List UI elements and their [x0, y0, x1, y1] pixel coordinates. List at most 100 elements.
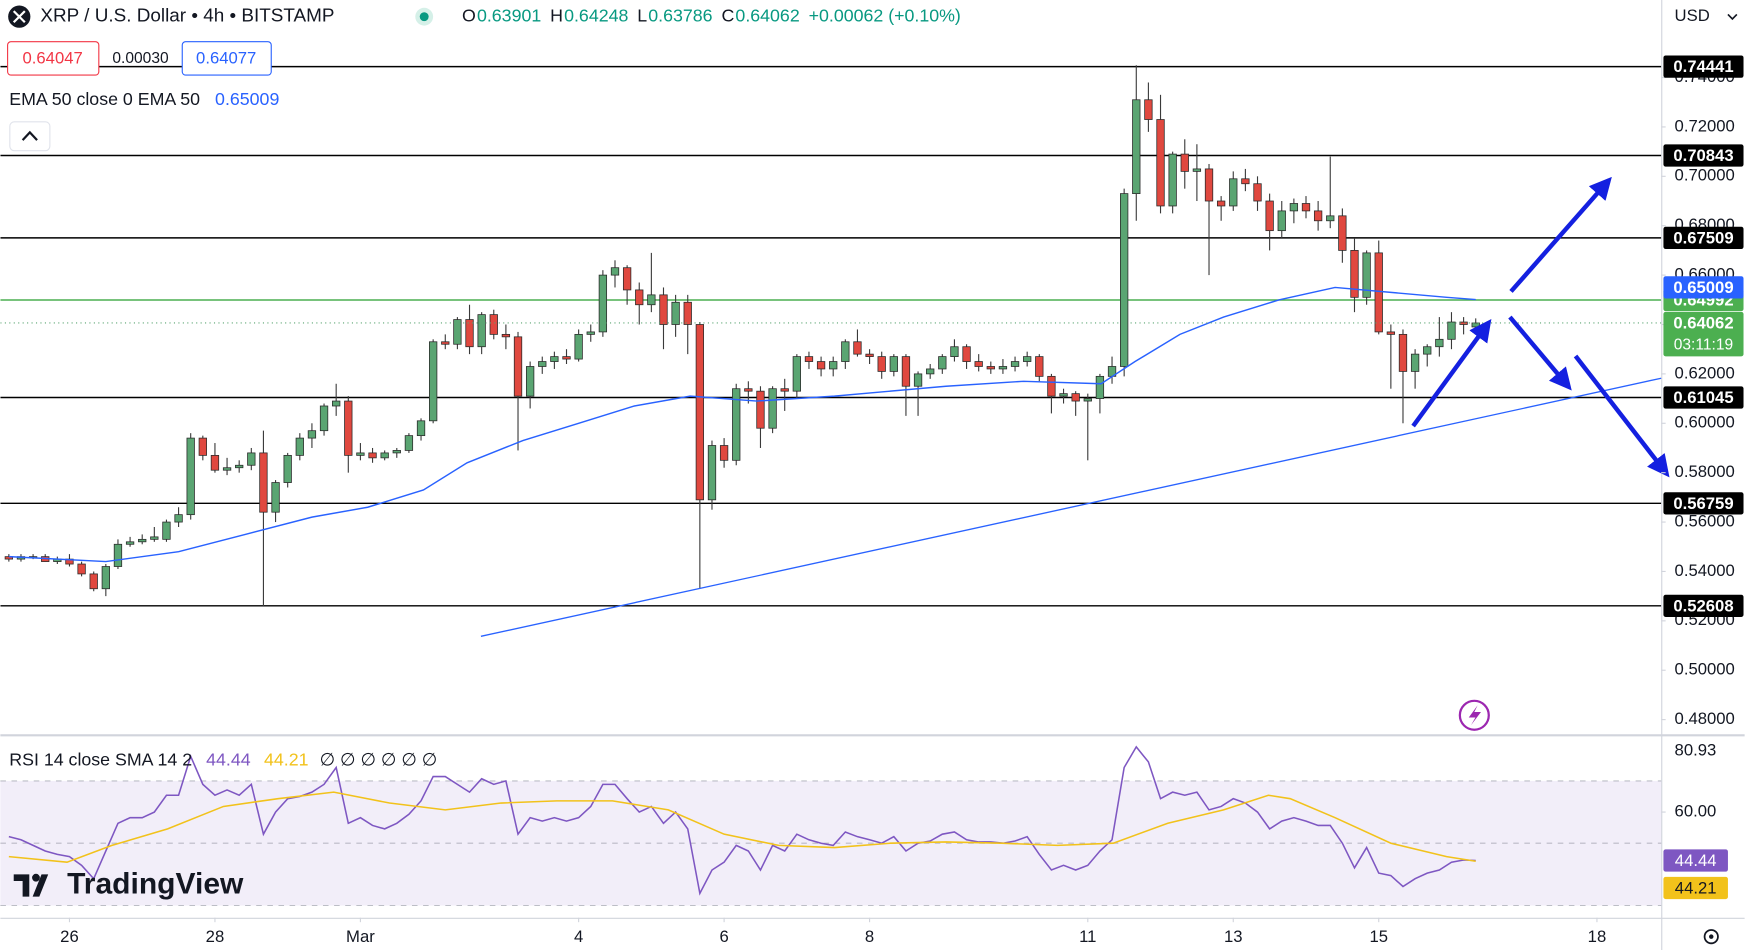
candle-body: [1423, 346, 1432, 355]
candle-body: [792, 356, 801, 392]
level-label: 0.56759: [1673, 494, 1733, 513]
candle-body: [368, 452, 377, 459]
candle-body: [1326, 215, 1335, 222]
candle-body: [441, 341, 450, 345]
rsi-sma-line: [8, 791, 1476, 864]
candle-body: [1229, 178, 1238, 207]
candle-body: [489, 314, 498, 335]
candle-body: [162, 521, 171, 540]
candle-body: [271, 482, 280, 513]
level-label-box: [1663, 492, 1744, 515]
candle-body: [1047, 375, 1056, 397]
candle-body: [1459, 321, 1468, 325]
tv-logo-text[interactable]: TradingView: [67, 867, 244, 900]
candle-body: [780, 388, 789, 392]
arrow: [1509, 176, 1612, 293]
candle-body: [841, 341, 850, 362]
candle-body: [138, 538, 147, 543]
rsi-legend-value: 44.44: [206, 750, 251, 770]
candle-body: [950, 346, 959, 357]
candle-body: [622, 267, 632, 291]
candle-body: [1447, 321, 1456, 340]
candle-body: [877, 356, 886, 372]
candle-body: [756, 390, 765, 429]
level-label-box: [1663, 55, 1744, 78]
trend-line: [480, 377, 1662, 637]
x-tick-label: 6: [719, 927, 728, 946]
x-tick-label: 15: [1369, 927, 1388, 946]
market-status-dot: [419, 12, 429, 22]
candle-body: [477, 314, 486, 348]
candle-body: [1216, 200, 1226, 207]
candle-body: [913, 373, 923, 387]
candle-body: [283, 454, 292, 483]
candle-body: [926, 368, 935, 375]
level-label: 0.70843: [1673, 146, 1733, 165]
candle-body: [125, 541, 135, 545]
candle-body: [865, 353, 874, 357]
rsi-y-tick-label: 60.00: [1675, 801, 1717, 820]
current-price-box: [1663, 311, 1744, 357]
candle-body: [938, 356, 947, 370]
rsi-lines: [8, 745, 1476, 896]
rsi-label-box: [1663, 876, 1728, 900]
level-label-box: [1663, 226, 1744, 249]
candle-body: [901, 356, 911, 387]
candle-body: [695, 324, 705, 501]
settings-icon[interactable]: [1703, 929, 1719, 945]
candle-body: [344, 400, 353, 456]
candle-body: [816, 361, 826, 370]
candle-body: [1265, 200, 1274, 232]
candle-body: [829, 361, 838, 370]
candle-body: [683, 301, 692, 325]
ask-price: 0.64077: [196, 48, 256, 67]
candle-body: [1192, 168, 1202, 172]
ema-label: 0.65009: [1673, 278, 1733, 297]
candle-body: [1132, 99, 1141, 195]
candle-body: [1277, 210, 1286, 232]
candle-body: [1035, 356, 1044, 377]
candle-body: [1156, 119, 1165, 207]
ohlc-label: H: [550, 5, 563, 25]
candle-body: [1071, 393, 1080, 402]
rsi-legend-title[interactable]: RSI 14 close SMA 14 2: [9, 750, 192, 770]
symbol-title[interactable]: XRP / U.S. Dollar • 4h • BITSTAMP: [40, 6, 334, 27]
currency-selector[interactable]: USD: [1675, 6, 1710, 25]
ema-legend-title[interactable]: EMA 50 close 0 EMA 50: [9, 89, 200, 109]
ohlc-value: 0.63901: [477, 5, 541, 25]
candle-body: [453, 319, 462, 345]
settings-icon-center: [1709, 934, 1714, 939]
rsi-line: [8, 745, 1476, 896]
candle-body: [1398, 333, 1408, 372]
candle-body: [562, 356, 571, 360]
candle-body: [538, 361, 547, 367]
candle-body: [732, 388, 741, 461]
candle-body: [1410, 353, 1420, 372]
price-pane: [0, 65, 1662, 607]
ema-line: [8, 286, 1476, 563]
level-label-box: [1663, 144, 1744, 167]
collapse-button[interactable]: [9, 121, 51, 152]
candle-body: [962, 346, 971, 362]
rsi-label: 44.44: [1675, 851, 1717, 870]
candle-body: [974, 361, 983, 367]
candle-body: [465, 319, 474, 348]
y-tick-label: 0.72000: [1675, 116, 1735, 135]
candle-body: [1168, 153, 1177, 207]
candle-body: [513, 336, 523, 397]
candle-body: [186, 437, 195, 516]
ask-box[interactable]: [181, 41, 272, 76]
candle-body: [174, 514, 183, 523]
rsi-pane: [0, 780, 1662, 907]
candle-body: [89, 573, 98, 590]
candle-body: [1144, 99, 1153, 120]
events-bolt: [1468, 705, 1481, 726]
x-tick-label: 18: [1588, 927, 1607, 946]
rsi-sma-legend-value: 44.21: [264, 750, 309, 770]
candle-body: [77, 563, 86, 575]
ohlc-value: 0.63786: [648, 5, 712, 25]
candle-body: [1374, 252, 1383, 333]
level-label: 0.61045: [1673, 388, 1733, 407]
bid-box[interactable]: [7, 41, 100, 76]
ohlc-value: 0.64248: [564, 5, 628, 25]
